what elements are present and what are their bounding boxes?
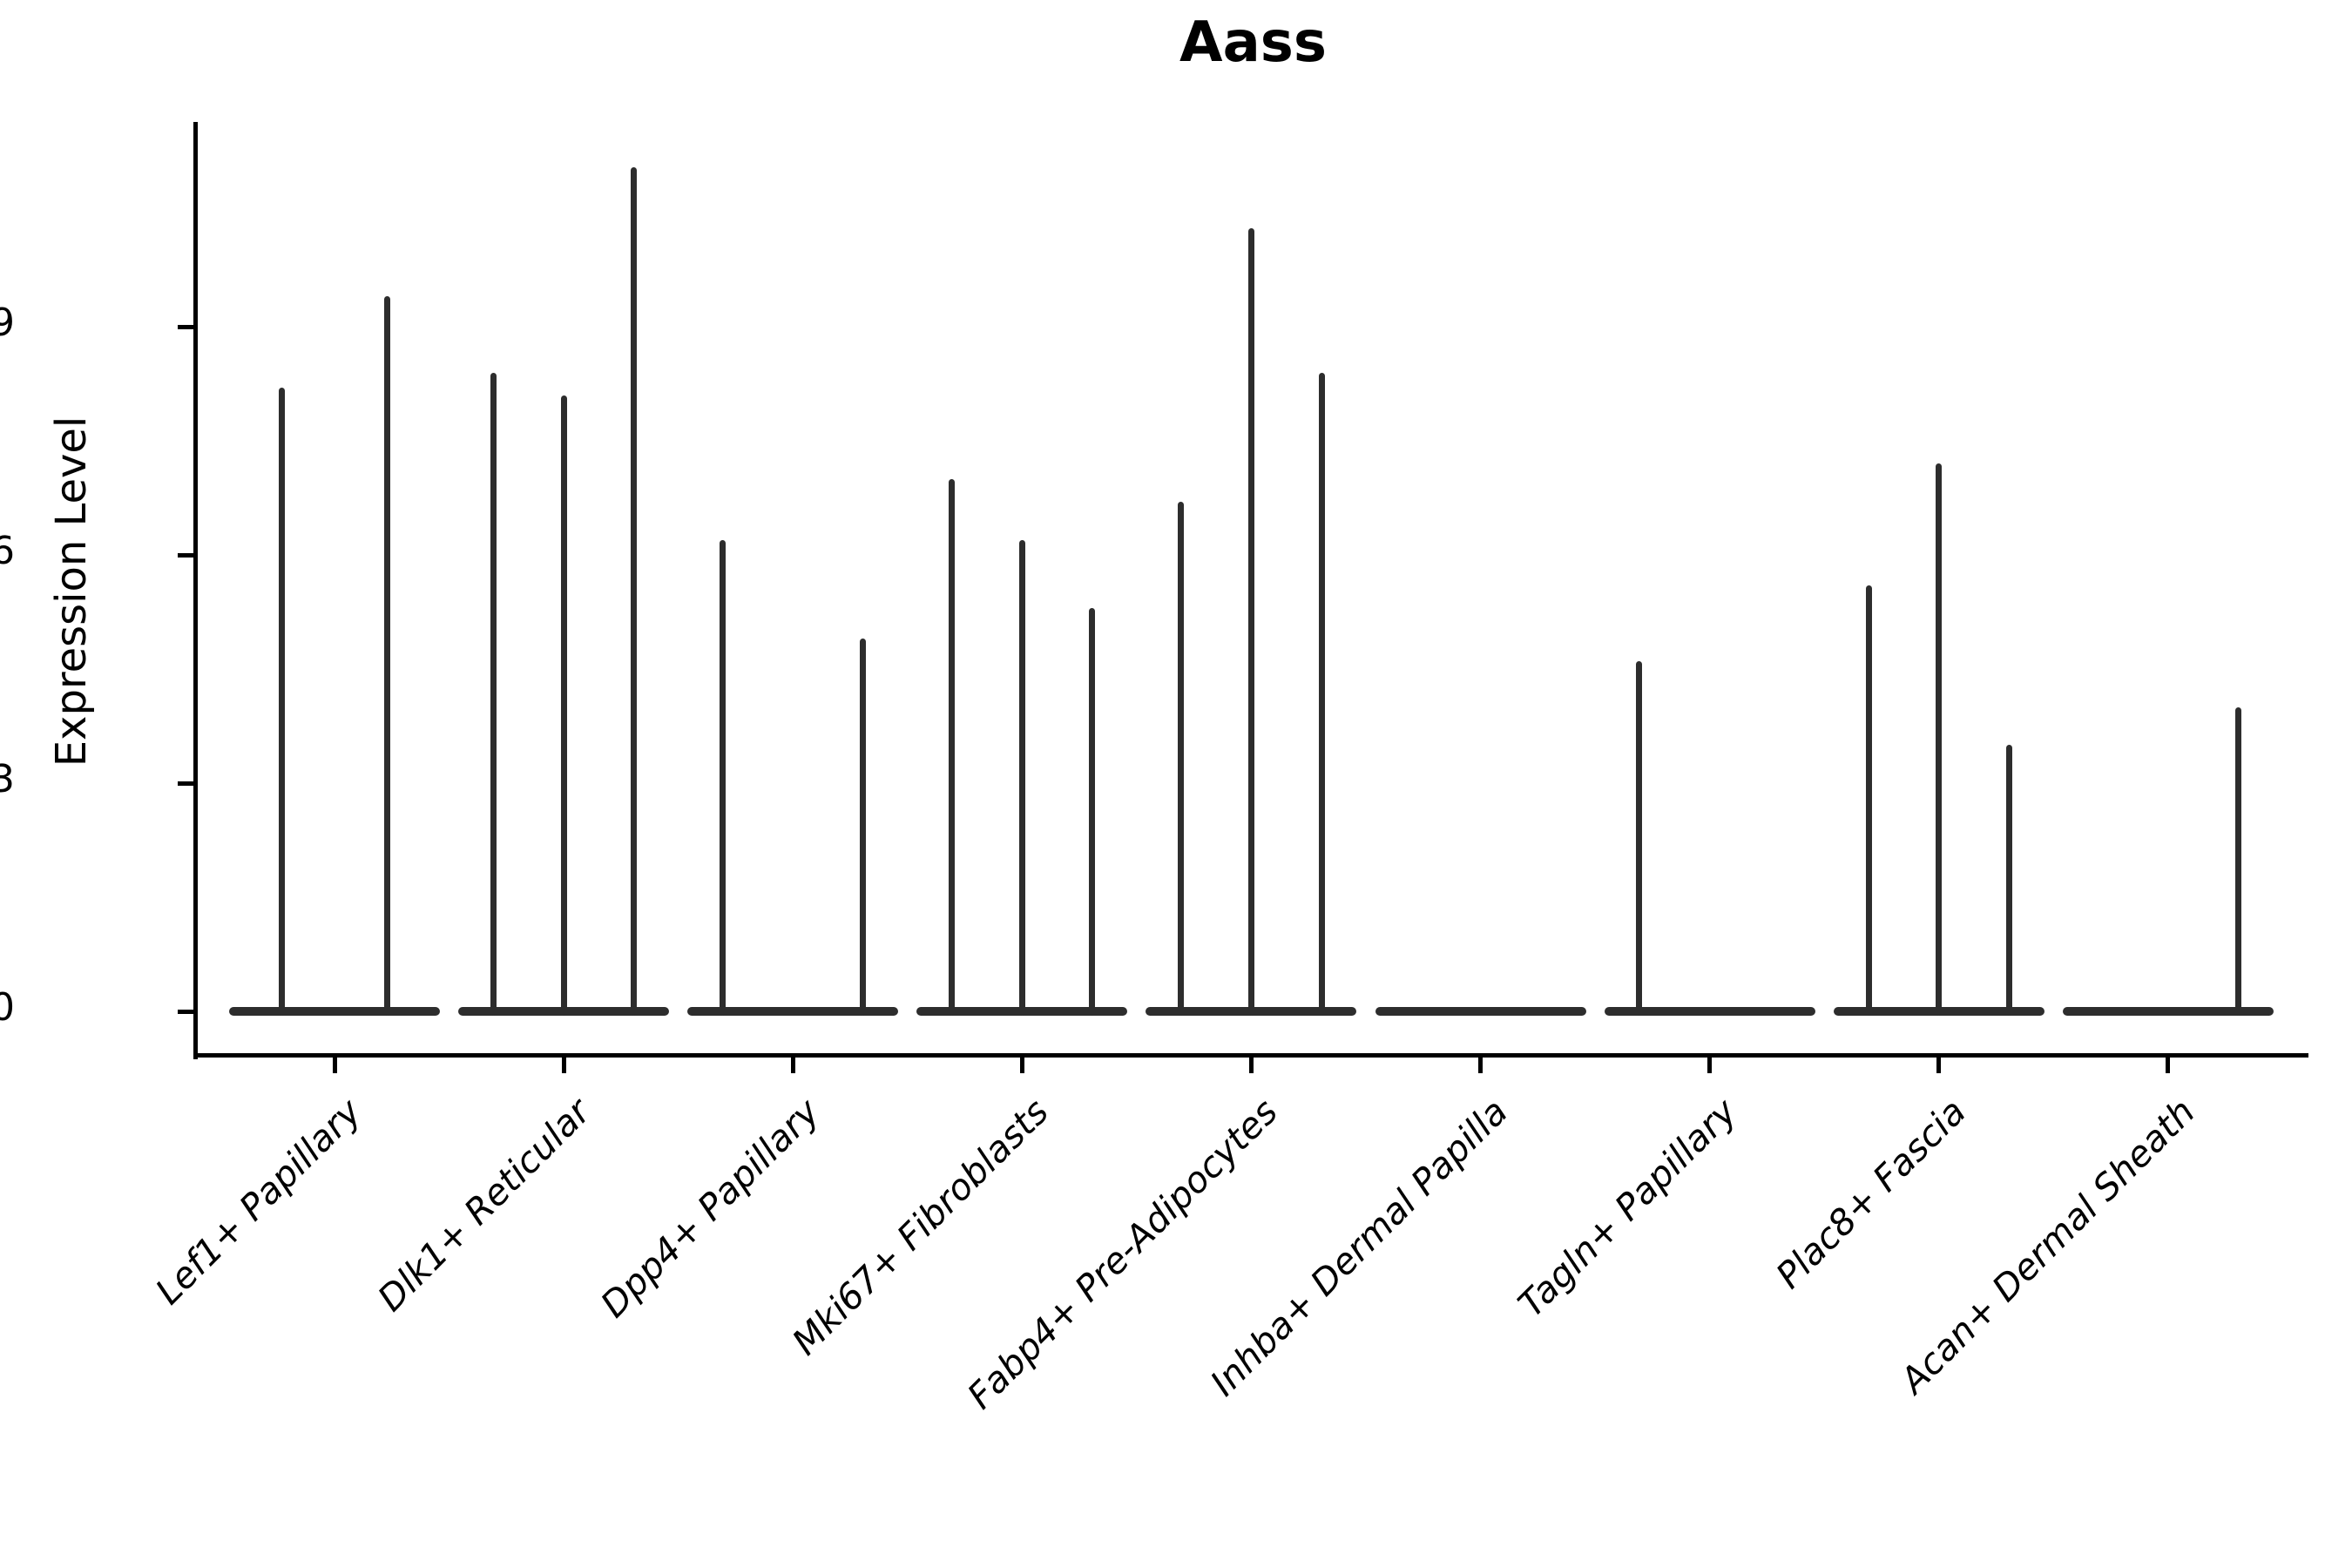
- violin-spike: [1178, 502, 1185, 1016]
- x-tick-mark: [790, 1058, 795, 1073]
- x-tick-mark: [1707, 1058, 1713, 1073]
- y-tick-label: 0.9: [0, 301, 15, 346]
- violin-spike: [490, 372, 497, 1016]
- violin-spike: [949, 478, 956, 1016]
- x-tick-mark: [561, 1058, 566, 1073]
- violin-spike: [560, 395, 567, 1016]
- chart-title: Aass: [1179, 10, 1327, 75]
- y-tick-label: 0.3: [0, 757, 15, 802]
- x-tick-label: Dpp4+ Papillary: [592, 1091, 828, 1326]
- violin-baseline: [687, 1007, 899, 1016]
- violin-spike: [279, 388, 285, 1016]
- violin-spike: [1018, 539, 1025, 1016]
- violin-spike: [860, 639, 867, 1016]
- violin-spike: [631, 166, 638, 1016]
- violin-spike: [1636, 661, 1643, 1016]
- x-tick-mark: [1478, 1058, 1483, 1073]
- y-tick-mark: [178, 1009, 193, 1014]
- x-tick-label: Dlk1+ Reticular: [369, 1091, 599, 1320]
- violin-baseline: [1604, 1007, 1815, 1016]
- violin-spike: [1865, 585, 1872, 1016]
- violin-spike: [1318, 372, 1325, 1016]
- x-tick-label: Acan+ Dermal Sheath: [1891, 1091, 2203, 1402]
- violin-spike: [384, 296, 390, 1016]
- violin-baseline: [2062, 1007, 2274, 1016]
- x-tick-mark: [1936, 1058, 1942, 1073]
- x-axis-spine: [193, 1053, 2308, 1058]
- violin-spike: [1089, 608, 1096, 1016]
- x-tick-label: Fabp4+ Pre-Adipocytes: [959, 1091, 1287, 1417]
- y-tick-label: 0.6: [0, 529, 15, 574]
- y-tick-mark: [178, 324, 193, 329]
- violin-spike: [1936, 463, 1943, 1016]
- violin-baseline: [229, 1007, 440, 1016]
- x-tick-mark: [1248, 1058, 1254, 1073]
- x-tick-label: Mki67+ Fibroblasts: [784, 1091, 1058, 1363]
- x-tick-label: Plac8+ Fascia: [1767, 1091, 1974, 1297]
- violin-baseline: [1375, 1007, 1586, 1016]
- x-tick-mark: [1019, 1058, 1024, 1073]
- violin-spike: [2005, 745, 2012, 1016]
- y-tick-mark: [178, 781, 193, 786]
- violin-spike: [1247, 227, 1254, 1016]
- x-tick-label: Inhba+ Dermal Papilla: [1201, 1091, 1516, 1404]
- violin-spike: [2234, 706, 2241, 1016]
- x-tick-mark: [332, 1058, 337, 1073]
- y-tick-label: 0.0: [0, 985, 15, 1030]
- x-tick-label: Lef1+ Papillary: [147, 1091, 369, 1313]
- y-tick-mark: [178, 552, 193, 558]
- x-tick-mark: [2166, 1058, 2171, 1073]
- x-tick-label: Tagln+ Papillary: [1510, 1091, 1745, 1326]
- y-axis-spine: [193, 122, 198, 1059]
- violin-spike: [720, 539, 727, 1016]
